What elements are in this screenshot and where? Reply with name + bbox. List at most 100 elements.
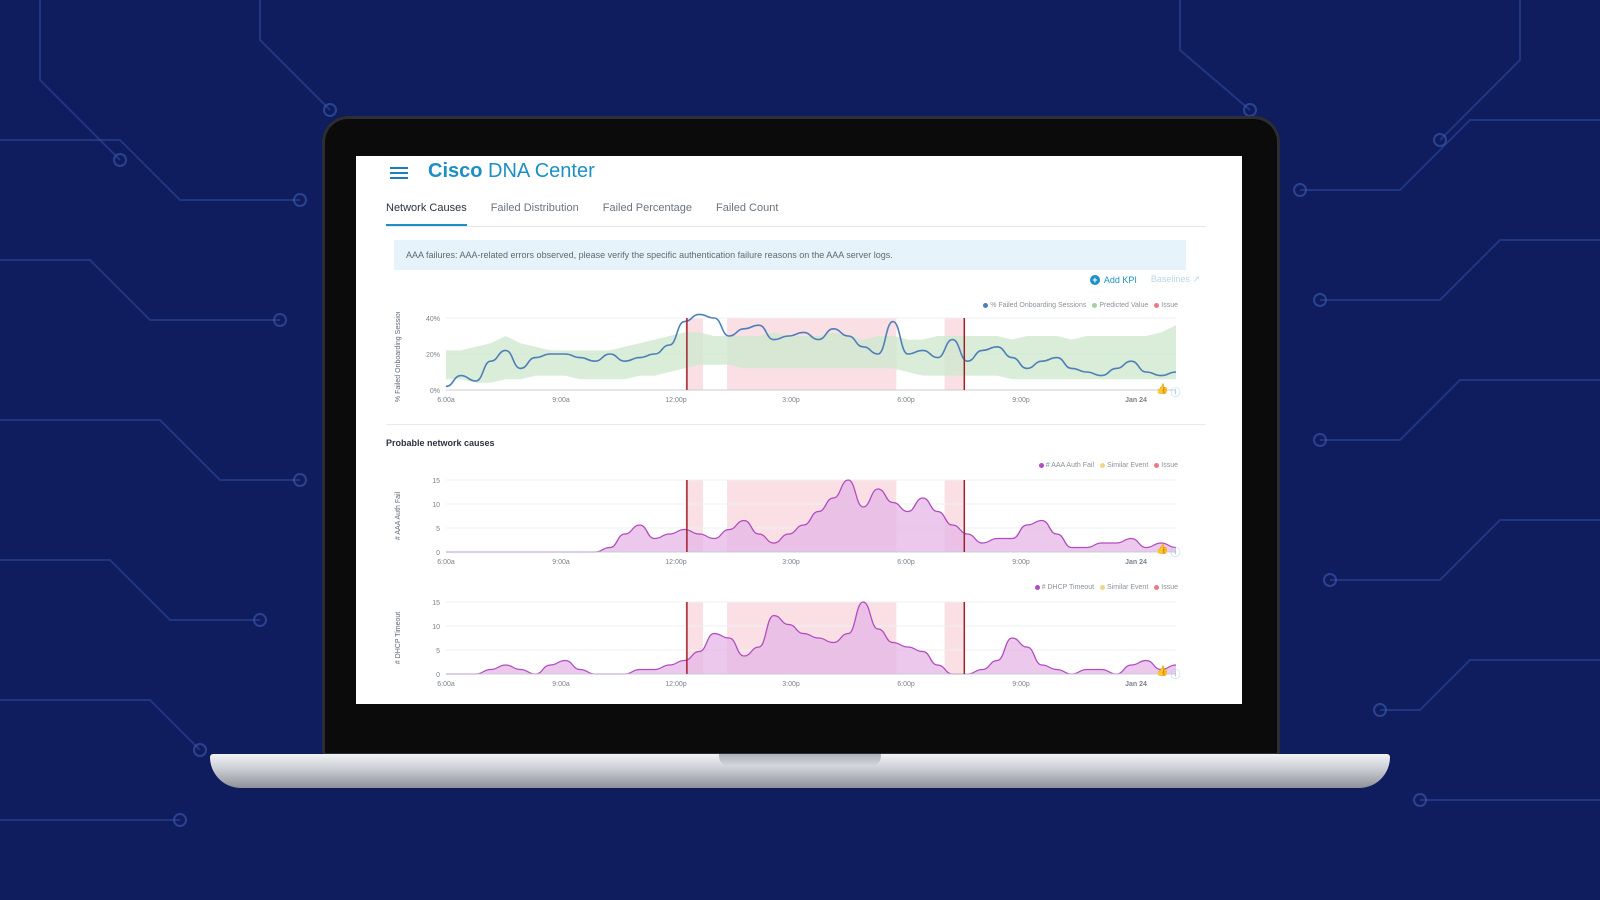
kpi-actions: + Add KPI Baselines ↗ — [1089, 274, 1200, 285]
circuit-trace — [1320, 239, 1600, 301]
x-tick-label: 3:00p — [782, 681, 800, 688]
circuit-node — [273, 313, 287, 327]
legend-item: Predicted Value — [1092, 302, 1148, 309]
legend-label: # DHCP Timeout — [1041, 584, 1095, 591]
legend-label: Predicted Value — [1099, 302, 1149, 309]
hamburger-menu-icon[interactable] — [390, 164, 408, 180]
legend-label: % Failed Onboarding Sessions — [990, 302, 1087, 309]
thumbs-up-icon[interactable]: 👍 — [1156, 666, 1169, 677]
app-title: Cisco DNA Center — [428, 160, 595, 183]
x-tick-label: 6:00p — [897, 559, 915, 566]
circuit-trace — [259, 0, 331, 111]
y-tick-label: 10 — [432, 624, 440, 631]
x-tick-label: 9:00p — [1012, 559, 1030, 566]
y-tick-label: 5 — [436, 526, 440, 533]
circuit-trace — [1439, 0, 1521, 141]
failed-onboarding-chart: 40% 20% 0% 6:00a 9:00a 12:00p 3:00p 6:00p 9:00p J… — [395, 312, 1177, 404]
circuit-trace — [1330, 519, 1600, 581]
app-screen: Cisco DNA Center Network Causes Failed D… — [356, 156, 1242, 704]
legend-item: Issue — [1154, 584, 1178, 591]
x-tick-label: Jan 24 — [1125, 559, 1147, 566]
y-tick-label: 15 — [432, 478, 440, 485]
circuit-node — [193, 743, 207, 757]
y-tick-label: 20% — [426, 352, 440, 359]
y-axis-label: % Failed Onboarding Sessions — [395, 312, 402, 402]
series-area — [446, 480, 1176, 552]
add-kpi-button[interactable]: + Add KPI — [1089, 274, 1137, 285]
x-tick-label: 6:00a — [437, 397, 455, 404]
legend-item: Issue — [1154, 462, 1178, 469]
x-tick-label: 9:00p — [1012, 397, 1030, 404]
add-kpi-label: Add KPI — [1103, 274, 1137, 285]
y-tick-label: 0% — [430, 388, 440, 395]
circuit-trace — [1300, 119, 1600, 191]
y-tick-label: 0 — [436, 672, 440, 679]
circuit-node — [1433, 133, 1447, 147]
x-tick-label: 3:00p — [782, 397, 800, 404]
info-icon[interactable]: ⓘ — [1170, 548, 1181, 559]
predicted-band — [446, 325, 1176, 383]
x-tick-label: 9:00p — [1012, 681, 1030, 688]
x-tick-label: 6:00a — [437, 559, 455, 566]
baselines-link[interactable]: Baselines ↗ — [1151, 274, 1200, 285]
chart3-legend: # DHCP Timeout Similar Event Issue — [1034, 584, 1178, 591]
circuit-node — [1323, 573, 1337, 587]
chart3-actions: 👍 ⓘ — [1156, 666, 1180, 681]
section-divider — [386, 424, 1206, 425]
circuit-node — [113, 153, 127, 167]
x-tick-label: 6:00a — [437, 681, 455, 688]
circuit-trace — [1179, 0, 1251, 111]
issue-range — [944, 602, 965, 674]
x-tick-label: 9:00a — [552, 681, 570, 688]
x-tick-label: 12:00p — [665, 397, 687, 404]
laptop-notch — [719, 754, 881, 766]
legend-label: Similar Event — [1107, 462, 1149, 469]
probable-causes-title: Probable network causes — [386, 438, 495, 448]
tab-bar: Network Causes Failed Distribution Faile… — [386, 200, 1206, 227]
y-axis-label: # AAA Auth Fail — [395, 491, 402, 540]
baselines-label: Baselines — [1150, 274, 1190, 284]
thumbs-up-icon[interactable]: 👍 — [1156, 384, 1169, 395]
circuit-trace — [0, 139, 300, 201]
legend-label: # AAA Auth Fail — [1045, 462, 1095, 469]
legend-label: Issue — [1161, 584, 1178, 591]
chart1-actions: 👍 ⓘ — [1156, 384, 1180, 399]
circuit-trace — [0, 259, 280, 321]
y-axis-label: # DHCP Timeout — [395, 612, 402, 664]
thumbs-up-icon[interactable]: 👍 — [1156, 544, 1169, 555]
circuit-node — [1313, 433, 1327, 447]
circuit-trace — [0, 699, 201, 751]
chart1-legend: % Failed Onboarding Sessions Predicted V… — [983, 302, 1178, 309]
legend-item: Similar Event — [1100, 584, 1148, 591]
plus-icon: + — [1089, 274, 1100, 285]
info-icon[interactable]: ⓘ — [1170, 670, 1181, 681]
failed-sessions-line — [445, 313, 1177, 388]
tab-network-causes[interactable]: Network Causes — [386, 200, 467, 226]
circuit-node — [293, 193, 307, 207]
legend-label: Issue — [1161, 302, 1178, 309]
series-area — [446, 602, 1176, 674]
tab-failed-distribution[interactable]: Failed Distribution — [490, 202, 579, 214]
circuit-node — [293, 473, 307, 487]
y-tick-label: 0 — [436, 550, 440, 557]
circuit-node — [1413, 793, 1427, 807]
tab-failed-percentage[interactable]: Failed Percentage — [602, 202, 693, 214]
circuit-trace — [39, 0, 121, 161]
y-tick-label: 5 — [436, 648, 440, 655]
tab-failed-count[interactable]: Failed Count — [716, 202, 779, 214]
x-tick-label: 9:00a — [552, 397, 570, 404]
legend-item: # DHCP Timeout — [1034, 584, 1095, 591]
y-tick-label: 10 — [432, 502, 440, 509]
legend-item: Issue — [1154, 302, 1178, 309]
y-tick-label: 40% — [426, 316, 440, 323]
x-tick-label: 12:00p — [665, 681, 687, 688]
legend-item: % Failed Onboarding Sessions — [983, 302, 1086, 309]
app-title-brand: Cisco — [428, 160, 483, 182]
x-tick-label: Jan 24 — [1125, 681, 1147, 688]
circuit-node — [173, 813, 187, 827]
info-icon[interactable]: ⓘ — [1170, 388, 1181, 399]
legend-item: Similar Event — [1100, 462, 1148, 469]
x-tick-label: 6:00p — [897, 397, 915, 404]
chart2-legend: # AAA Auth Fail Similar Event Issue — [1038, 462, 1178, 469]
